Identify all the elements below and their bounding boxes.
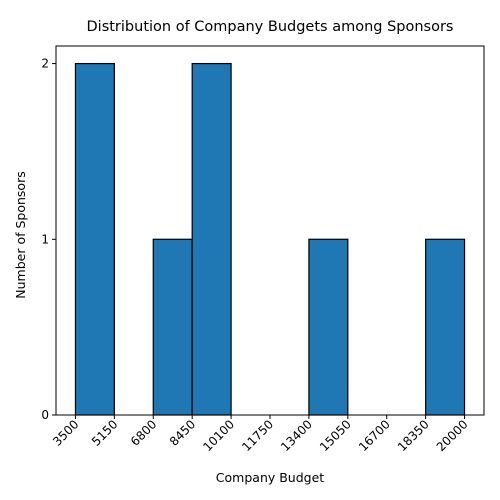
bars-group (74, 62, 466, 416)
chart-title: Distribution of Company Budgets among Sp… (87, 19, 454, 35)
histogram-bar (74, 62, 115, 416)
axes-frame (55, 45, 485, 416)
x-tick-label: 3500 (50, 417, 81, 448)
x-tick-label: 6800 (128, 417, 159, 448)
histogram-bar (152, 238, 193, 416)
x-tick-label: 13400 (278, 417, 315, 454)
x-tick-label: 15050 (317, 417, 354, 454)
x-tick-label: 10100 (200, 417, 237, 454)
x-tick-label: 11750 (239, 417, 276, 454)
y-axis-ticks: 0 1 2 (41, 57, 56, 422)
histogram-bar (425, 238, 466, 416)
y-axis-label: Number of Sponsors (13, 171, 28, 298)
x-tick-label: 20000 (434, 417, 471, 454)
plot-frame (55, 45, 485, 416)
y-tick-label: 1 (41, 232, 49, 246)
histogram-bar (308, 238, 349, 416)
x-tick-label: 8450 (167, 417, 198, 448)
x-axis-ticks: 3500 5150 6800 8450 10100 11750 13400 15050 1670… (50, 415, 471, 454)
x-tick-label: 16700 (356, 417, 393, 454)
y-tick-label: 0 (41, 408, 49, 422)
y-tick-label: 2 (41, 57, 49, 71)
x-axis-label: Company Budget (216, 470, 324, 485)
x-tick-label: 18350 (395, 417, 432, 454)
x-tick-label: 5150 (89, 417, 120, 448)
histogram-bar (191, 62, 232, 416)
